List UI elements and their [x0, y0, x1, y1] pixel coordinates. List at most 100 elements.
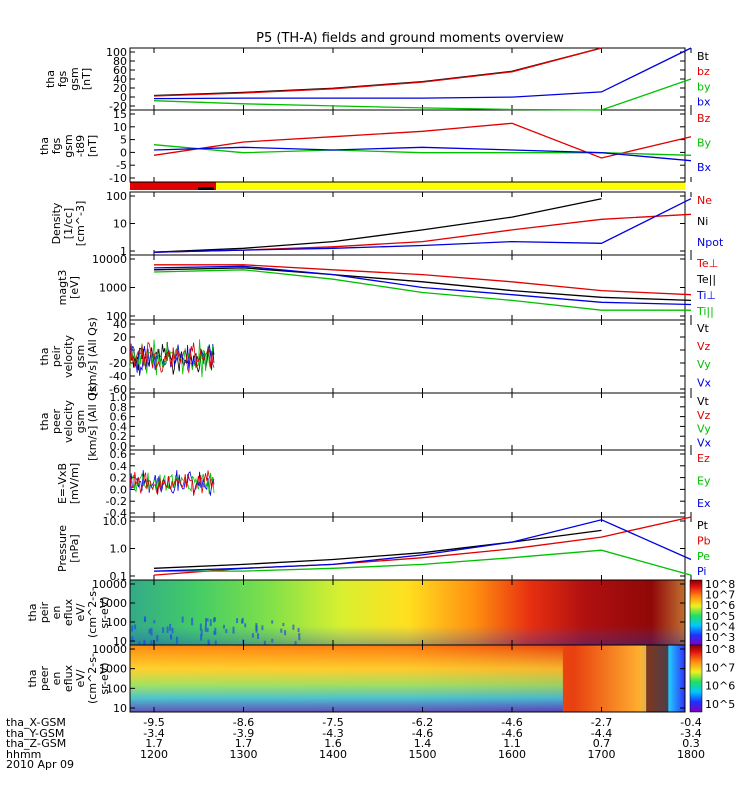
orbit-table: tha_X-GSM -9.5 -8.6 -7.5 -6.2 -4.6 -2.7 -0.4tha…	[6, 716, 705, 771]
ion-spectrogram-speck	[144, 617, 147, 622]
colorbar-label: 10^6	[705, 599, 735, 612]
series-line-Pi	[153, 519, 692, 572]
series-fgs_gsm	[153, 47, 692, 111]
ion-spectrogram-speck	[271, 620, 274, 624]
ion-spectrogram-speck	[280, 628, 283, 633]
y-axis-label: gsm	[68, 67, 81, 90]
y-tick-label: 1000	[99, 663, 127, 676]
legend-Ti⊥: Ti⊥	[696, 289, 716, 302]
colorbar-label: 10^6	[705, 680, 735, 693]
legend-Bt: Bt	[697, 50, 710, 63]
orbit-value: -3.4	[680, 727, 701, 740]
series-pressure	[153, 516, 692, 576]
ion-spectrogram-speck	[166, 626, 169, 633]
colorbar	[689, 644, 703, 713]
y-axis-label: magt3	[56, 270, 69, 306]
ion-spectrogram-speck	[282, 622, 285, 627]
y-tick-label: 10000	[92, 578, 127, 591]
y-tick-label: 100	[106, 310, 127, 323]
ion-spectrogram-speck	[261, 625, 264, 631]
y-tick-label: 10.0	[103, 515, 128, 528]
y-axis-label: sr-eV)	[98, 596, 111, 628]
orbit-value: 1600	[498, 748, 526, 761]
series-line-Te⊥	[154, 264, 692, 296]
y-tick-label: 0.0	[110, 483, 128, 496]
orbit-value: 1200	[140, 748, 168, 761]
series-line-bx	[153, 47, 692, 100]
orbit-value: -3.9	[233, 727, 254, 740]
ion-spectrogram-speck	[271, 638, 274, 643]
orbit-value: 1700	[588, 748, 616, 761]
orbit-value: -6.2	[412, 716, 433, 729]
panel-ispec: 10000 1000 100 10 tha peir en eflux eV/(cm^2-s-s…	[26, 578, 735, 650]
y-tick-label: 10	[113, 702, 127, 715]
legend-by: by	[697, 80, 711, 93]
legend-Vt: Vt	[697, 395, 710, 408]
orbit-value: 1.1	[503, 737, 521, 750]
ion-spectrogram-speck	[171, 627, 174, 634]
y-axis-label: [nPa]	[68, 534, 81, 562]
panel-frame	[129, 47, 686, 111]
y-axis-label: velocity	[62, 400, 75, 443]
legend-bz: bz	[697, 65, 710, 78]
series-temp	[153, 264, 692, 311]
status-bar-red	[130, 182, 216, 190]
y-axis-label: eflux	[62, 598, 75, 626]
orbit-value: 1300	[230, 748, 258, 761]
y-tick-label: 10	[113, 218, 127, 231]
y-tick-label: 100	[106, 190, 127, 203]
ion-spectrogram-speck	[181, 616, 184, 623]
ion-spectrogram-speck	[204, 618, 207, 627]
colorbar-label: 10^8	[705, 578, 735, 591]
legend-Pe: Pe	[697, 550, 710, 563]
y-tick-label: -20	[109, 357, 127, 370]
ion-spectrogram-speck	[255, 624, 258, 633]
orbit-value: -2.7	[591, 716, 612, 729]
y-axis-label: [cm^-3]	[74, 201, 87, 247]
y-axis-label: gsm	[74, 410, 87, 433]
ion-spectrogram-speck	[153, 620, 156, 624]
y-tick-label: -0.4	[106, 507, 127, 520]
legend-Bz: Bz	[697, 112, 711, 125]
y-tick-label: 10000	[92, 643, 127, 656]
y-axis-label: velocity	[62, 335, 75, 378]
series-line-Npot	[153, 198, 692, 253]
y-tick-label: 1000	[99, 597, 127, 610]
ion-spectrogram-speck	[156, 635, 159, 642]
legend-Pi: Pi	[697, 565, 706, 578]
y-axis-label: Density	[50, 202, 63, 244]
orbit-value: 1.7	[235, 737, 253, 750]
ion-spectrogram-speck	[199, 623, 202, 631]
panel-density: 100 10 1 Density [1/cc] [cm^-3] Ne Ni Npot	[50, 190, 724, 258]
series-line-Bt	[153, 47, 602, 97]
orbit-value: 1500	[409, 748, 437, 761]
y-tick-label: 0	[120, 146, 127, 159]
y-tick-label: 0.2	[110, 472, 128, 485]
y-axis-label: (cm^2-s-	[86, 653, 99, 704]
y-tick-label: 40	[113, 73, 127, 86]
y-tick-label: 15	[113, 108, 127, 121]
ion-spectrogram-speck	[191, 617, 194, 626]
y-tick-label: 1.0	[110, 391, 128, 404]
ion-spectrogram-speck	[232, 626, 235, 634]
ion-spectrogram-speck	[162, 627, 165, 633]
y-axis-label: sr-eV)	[98, 662, 111, 694]
ion-spectrogram-speck	[244, 623, 247, 628]
legend-Bx: Bx	[697, 161, 712, 174]
y-axis-label: E=-VxB	[56, 463, 69, 504]
ion-spectrogram-speck	[236, 618, 239, 624]
ion-spectrogram-speck	[263, 640, 266, 647]
orbit-value: -4.6	[412, 727, 433, 740]
y-tick-label: 0.8	[110, 401, 128, 414]
y-axis-label: [km/s] (All Qs)	[86, 317, 99, 396]
ion-spectrogram-speck	[131, 625, 134, 632]
series-line-Ti⊥	[153, 265, 692, 306]
orbit-row-label: tha_Z-GSM	[6, 737, 66, 750]
ion-spectrogram-speck	[292, 624, 295, 630]
series-line-Bx	[153, 146, 692, 162]
panel-espec: 10000 1000 100 10 tha peer en eflux eV/(cm^2-s-s…	[26, 643, 735, 715]
electron-spectrogram-band	[646, 645, 669, 712]
ion-spectrogram-shade	[130, 580, 685, 645]
